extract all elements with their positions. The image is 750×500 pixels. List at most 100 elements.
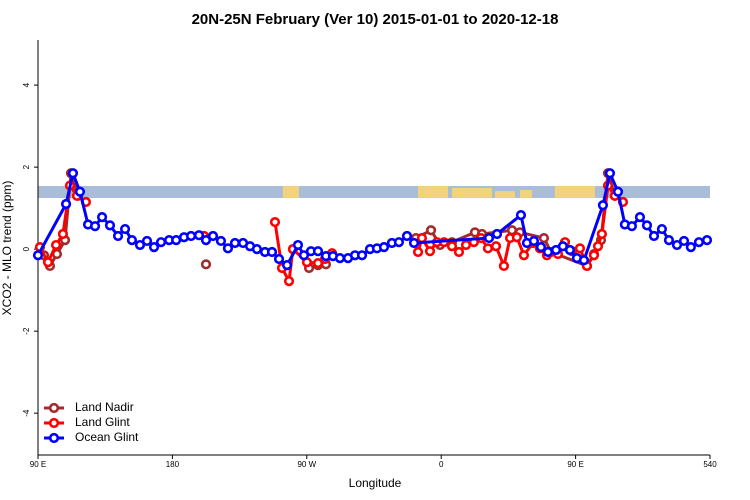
point xyxy=(292,239,304,251)
point xyxy=(215,235,227,247)
point xyxy=(482,243,494,254)
point xyxy=(626,221,637,232)
point xyxy=(266,246,278,258)
y-axis-label: XCO2 - MLO trend (ppm) xyxy=(0,181,14,316)
point xyxy=(298,250,310,261)
point xyxy=(648,230,660,242)
point xyxy=(193,230,205,241)
point xyxy=(334,253,346,264)
point xyxy=(597,200,609,211)
chart-title: 20N-25N February (Ver 10) 2015-01-01 to … xyxy=(192,11,559,28)
point xyxy=(171,235,182,246)
point xyxy=(222,243,234,254)
point xyxy=(491,228,503,240)
point xyxy=(104,220,116,231)
point xyxy=(511,232,523,243)
point xyxy=(641,220,653,231)
point xyxy=(273,253,285,265)
point xyxy=(126,235,138,246)
point xyxy=(483,232,495,244)
point xyxy=(155,237,167,248)
point xyxy=(685,241,696,253)
point xyxy=(50,239,62,251)
point xyxy=(32,250,44,261)
point xyxy=(564,244,576,256)
point xyxy=(678,235,690,247)
point xyxy=(134,239,146,251)
point xyxy=(57,228,69,240)
point xyxy=(446,241,458,252)
point xyxy=(200,259,212,270)
point xyxy=(535,241,547,253)
point xyxy=(74,186,86,197)
point xyxy=(612,186,624,197)
point xyxy=(671,239,683,251)
point xyxy=(592,241,604,252)
legend-label: Ocean Glint xyxy=(75,430,139,444)
point xyxy=(604,168,616,179)
point xyxy=(312,246,324,257)
point xyxy=(148,241,160,253)
point xyxy=(693,237,705,248)
y-tick-label: 0 xyxy=(22,246,31,251)
point xyxy=(401,230,413,242)
y-tick-label: 4 xyxy=(22,82,31,87)
point xyxy=(515,210,527,221)
legend-marker xyxy=(48,402,60,414)
point xyxy=(119,223,131,235)
x-tick-label: 180 xyxy=(166,460,180,469)
point xyxy=(378,241,390,253)
point xyxy=(425,225,437,236)
point xyxy=(498,260,510,272)
point xyxy=(207,230,219,242)
point xyxy=(67,168,79,179)
point xyxy=(701,235,713,246)
map-strip xyxy=(38,186,710,198)
y-tick-label: 2 xyxy=(22,164,31,169)
x-tick-label: 90 E xyxy=(567,460,583,469)
y-tick-label: -2 xyxy=(22,327,31,335)
legend-label: Land Glint xyxy=(75,415,130,429)
legend-label: Land Nadir xyxy=(75,400,134,414)
point xyxy=(634,212,646,223)
y-tick-label: -4 xyxy=(22,409,31,417)
point xyxy=(393,237,405,248)
point xyxy=(89,221,101,232)
point xyxy=(356,250,368,261)
x-tick-label: 90 W xyxy=(297,460,316,469)
legend-marker xyxy=(48,417,60,429)
point xyxy=(578,255,590,266)
point xyxy=(663,235,675,246)
point xyxy=(281,260,293,271)
point xyxy=(60,198,72,210)
legend-marker xyxy=(48,432,60,444)
point xyxy=(656,223,668,235)
point xyxy=(518,250,530,261)
x-tick-label: 540 xyxy=(703,460,717,469)
x-tick-label: 90 E xyxy=(30,460,46,469)
x-axis-label: Longitude xyxy=(349,476,402,490)
point xyxy=(141,235,153,247)
point xyxy=(408,237,420,249)
point xyxy=(412,246,424,258)
point xyxy=(283,276,295,287)
point xyxy=(574,243,586,254)
point xyxy=(490,241,502,252)
point xyxy=(528,235,540,247)
point xyxy=(312,257,324,269)
point xyxy=(96,212,108,223)
point xyxy=(185,230,197,242)
point xyxy=(542,246,554,258)
point xyxy=(453,246,465,258)
point xyxy=(269,216,281,228)
point xyxy=(588,250,600,261)
point xyxy=(112,230,124,242)
x-tick-label: 0 xyxy=(439,460,444,469)
point xyxy=(596,228,607,240)
point xyxy=(42,257,54,268)
point xyxy=(200,235,212,246)
point xyxy=(416,232,428,244)
point xyxy=(251,244,263,255)
